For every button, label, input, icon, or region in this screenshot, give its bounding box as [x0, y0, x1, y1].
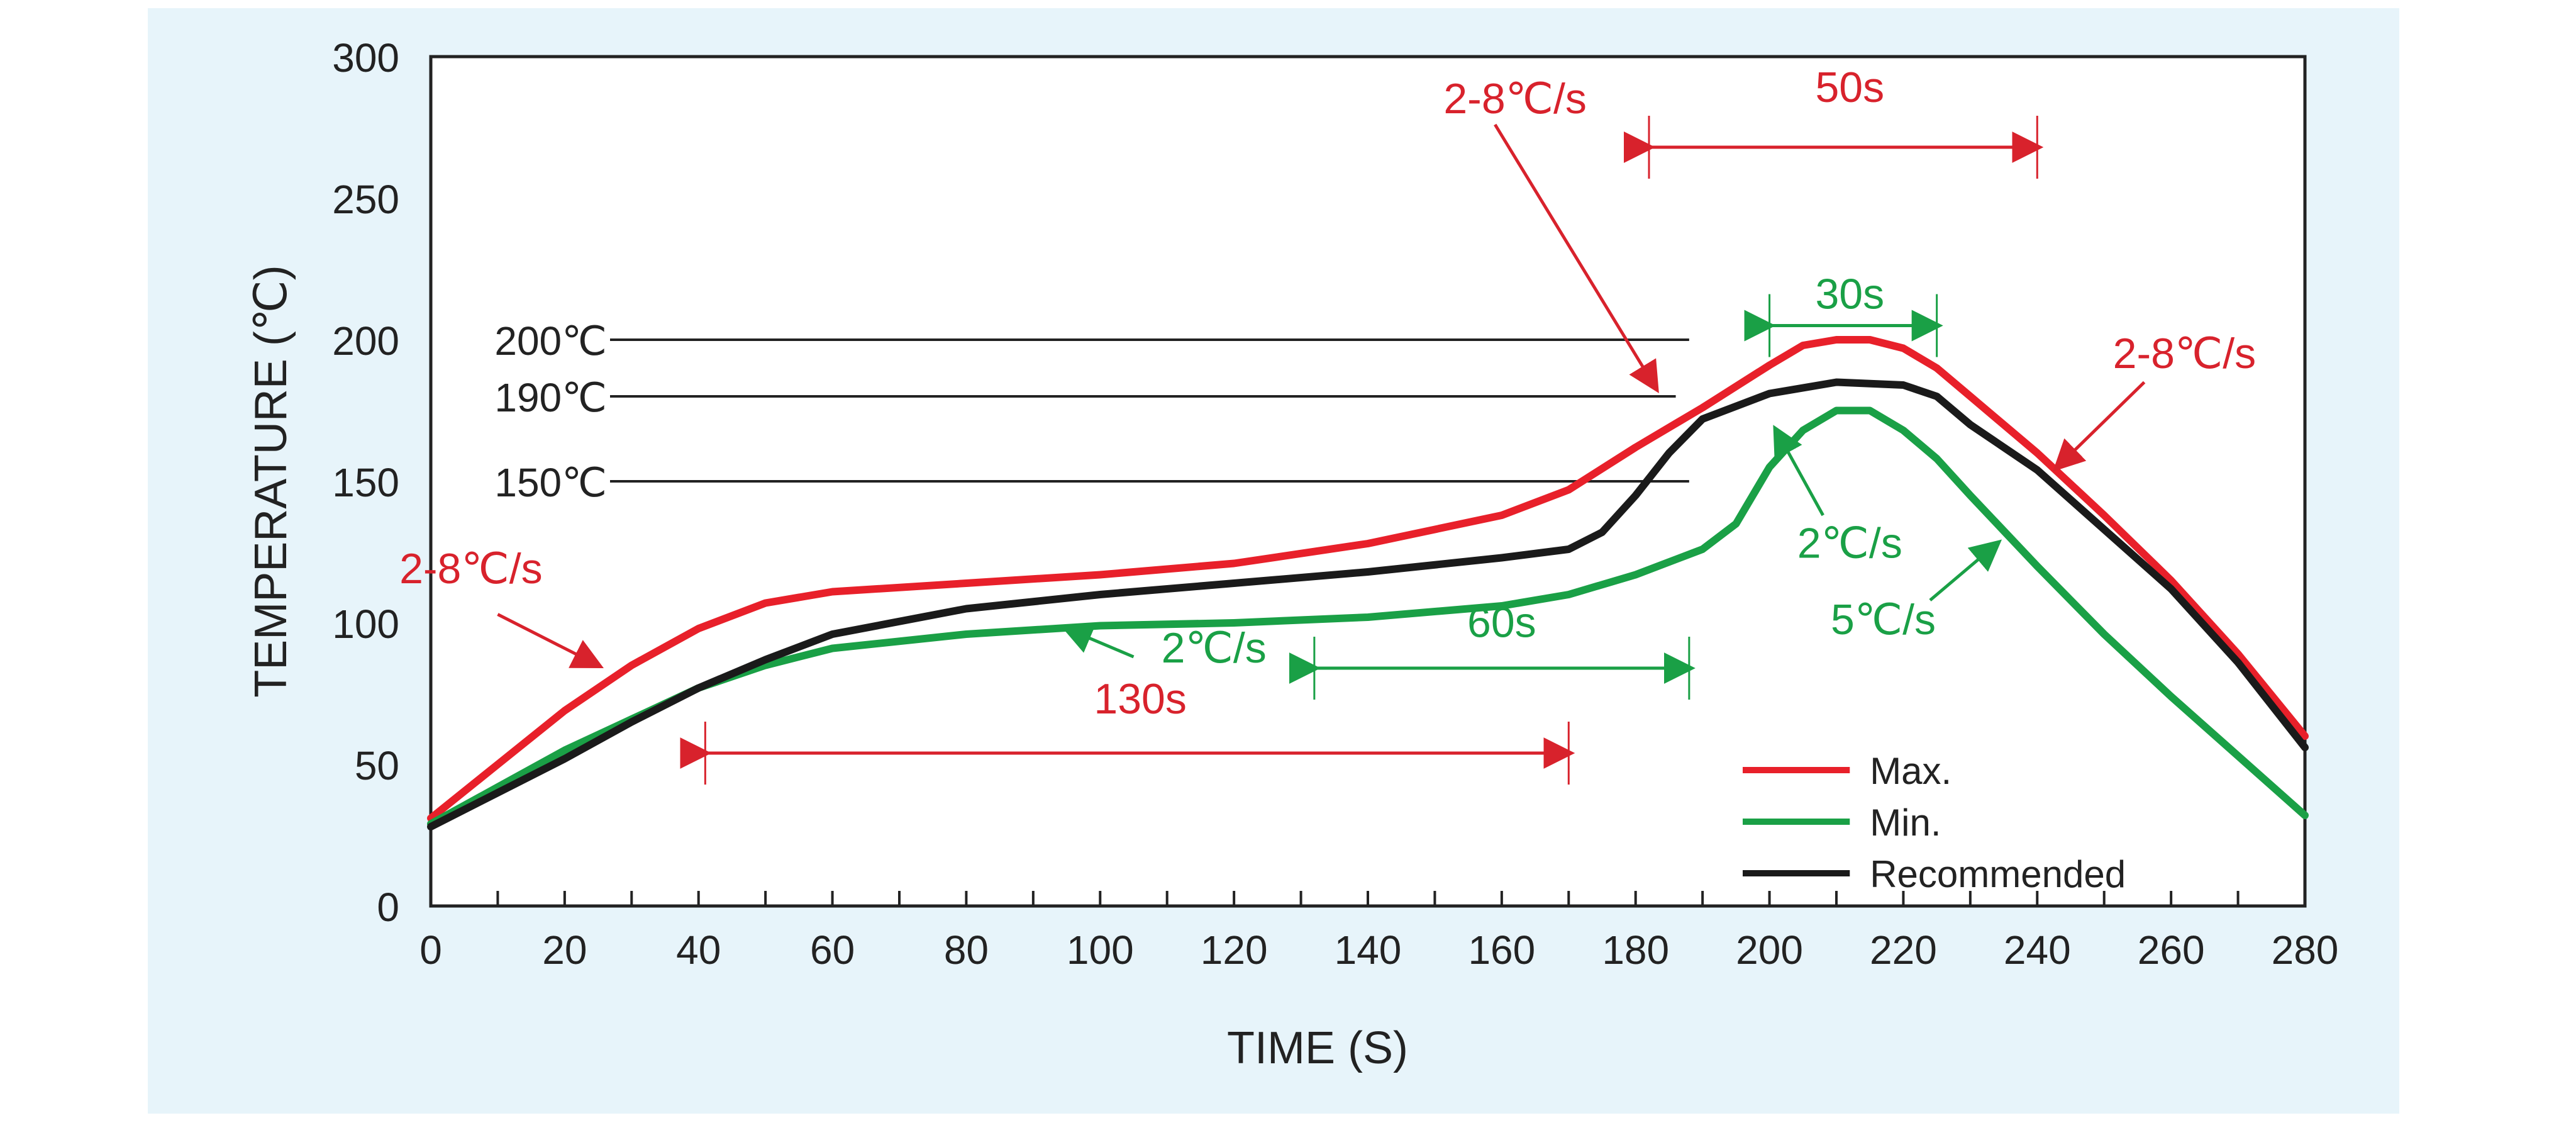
annotation-label: 30s: [1815, 271, 1884, 318]
x-tick-label: 240: [2004, 927, 2071, 973]
y-axis-label: TEMPERATURE (℃): [246, 265, 296, 698]
x-axis-label: TIME (S): [1227, 1023, 1408, 1073]
x-tick-label: 140: [1335, 927, 1402, 973]
x-tick-label: 280: [2272, 927, 2339, 973]
annotation-arrow-8: [1929, 539, 2002, 601]
y-tick-label: 200: [332, 318, 399, 364]
annotation-label: 2℃/s: [1797, 520, 1902, 568]
x-tick-label: 160: [1468, 927, 1535, 973]
annotation-label: 60s: [1467, 599, 1536, 647]
reference-label-1: 190℃: [494, 375, 607, 420]
series-line-recommended: [427, 378, 2309, 830]
x-tick-label: 260: [2138, 927, 2205, 973]
legend-label: Max.: [1870, 750, 1951, 792]
x-tick-label: 0: [419, 927, 442, 973]
x-tick-label: 120: [1201, 927, 1268, 973]
y-tick-label: 250: [332, 177, 399, 222]
y-tick-label: 0: [377, 885, 399, 930]
annotation-label: 50s: [1815, 64, 1884, 111]
annotation-arrow-1: [1060, 623, 1135, 659]
x-tick-label: 180: [1602, 927, 1669, 973]
reference-label-bg-0: [462, 317, 610, 362]
y-tick-label: 150: [332, 460, 399, 505]
x-tick-label: 60: [810, 927, 855, 973]
reference-label-2: 150℃: [494, 460, 607, 505]
legend-label: Recommended: [1870, 853, 2126, 895]
x-tick-label: 80: [944, 927, 989, 973]
annotation-arrow-0: [497, 613, 604, 669]
annotation-arrow-7: [1773, 425, 1824, 517]
y-tick-label: 50: [355, 743, 399, 788]
series-line-max: [427, 336, 2309, 822]
annotation-arrow-9: [2053, 381, 2146, 472]
annotation-label: 2-8℃/s: [2113, 330, 2257, 377]
reference-label-bg-1: [462, 374, 610, 419]
reference-label-0: 200℃: [494, 318, 607, 364]
x-tick-label: 20: [542, 927, 587, 973]
annotation-label: 130s: [1094, 675, 1186, 723]
annotation-label: 2℃/s: [1162, 624, 1267, 672]
y-tick-label: 300: [332, 35, 399, 81]
x-tick-label: 200: [1736, 927, 1803, 973]
annotation-label: 2-8℃/s: [399, 545, 543, 593]
annotation-label: 2-8℃/s: [1443, 75, 1587, 123]
annotation-label: 5℃/s: [1831, 596, 1936, 644]
y-tick-label: 100: [332, 601, 399, 647]
legend-label: Min.: [1870, 802, 1941, 844]
x-tick-label: 100: [1067, 927, 1134, 973]
x-tick-label: 220: [1870, 927, 1937, 973]
reference-label-bg-2: [462, 459, 610, 504]
x-tick-label: 40: [676, 927, 721, 973]
annotation-arrow-4: [1494, 123, 1659, 394]
